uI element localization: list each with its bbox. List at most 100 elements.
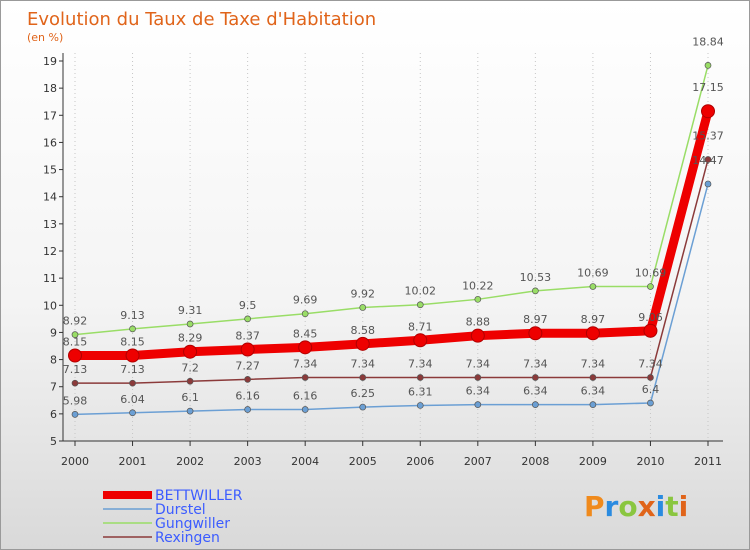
data-point	[701, 104, 715, 119]
data-label: 8.71	[408, 320, 433, 333]
x-tick-label: 2008	[521, 455, 549, 468]
data-point	[71, 379, 79, 387]
data-label: 17.15	[692, 81, 724, 94]
data-label: 6.16	[293, 390, 318, 403]
x-tick-label: 2001	[119, 455, 147, 468]
data-point	[129, 409, 136, 417]
data-point	[71, 411, 79, 418]
data-point	[704, 180, 712, 188]
data-label: 8.92	[63, 315, 88, 328]
data-point	[589, 401, 597, 408]
data-label: 9.31	[178, 304, 203, 317]
data-point	[647, 399, 654, 407]
data-point	[643, 323, 658, 338]
y-tick-label: 18	[43, 82, 57, 95]
data-label: 7.34	[293, 357, 318, 370]
legend-label-rexingen: Rexingen	[155, 530, 220, 546]
data-point	[474, 374, 482, 381]
data-point	[71, 331, 79, 338]
data-label: 6.1	[181, 391, 199, 404]
axes: 5 6 7 8 9 10 11 12 13 14 15 16 17 18 19 2000 2001 2002 200…	[43, 53, 723, 468]
data-point	[416, 301, 424, 309]
data-label: 8.97	[581, 313, 606, 326]
y-tick-label: 12	[43, 245, 57, 258]
data-label: 9.06	[638, 311, 663, 324]
data-label: 6.31	[408, 385, 433, 398]
x-tick-label: 2011	[694, 455, 722, 468]
y-tick-label: 5	[50, 435, 57, 448]
proxiti-logo: Proxiti	[584, 490, 688, 523]
data-point	[589, 283, 597, 290]
data-label: 7.34	[523, 357, 548, 370]
data-point	[186, 377, 194, 385]
data-label: 6.25	[350, 387, 375, 400]
data-label: 9.92	[350, 287, 375, 300]
x-tick-label: 2002	[176, 455, 204, 468]
data-label: 10.69	[635, 267, 667, 280]
data-point	[532, 287, 539, 295]
data-point	[301, 374, 309, 381]
chart-subtitle: (en %)	[27, 31, 63, 44]
data-point	[301, 406, 309, 413]
y-tick-label: 19	[43, 55, 57, 68]
data-label: 8.29	[178, 332, 203, 345]
data-point	[589, 374, 597, 381]
x-tick-label: 2010	[636, 455, 664, 468]
data-point	[528, 326, 543, 341]
data-point	[359, 374, 367, 381]
data-label: 10.69	[577, 267, 609, 280]
data-point	[416, 374, 424, 381]
data-label: 10.22	[462, 279, 494, 292]
data-label: 6.34	[466, 385, 491, 398]
data-label: 5.98	[63, 394, 88, 407]
y-tick-label: 8	[50, 354, 57, 367]
data-point	[186, 320, 194, 328]
data-point	[647, 374, 654, 381]
data-point	[704, 156, 712, 163]
data-label: 6.34	[581, 385, 606, 398]
x-tick-label: 2004	[291, 455, 319, 468]
data-label: 6.4	[642, 383, 660, 396]
data-point	[474, 295, 482, 303]
legend-label-bettwiller: BETTWILLER	[155, 488, 243, 504]
data-label: 10.02	[405, 285, 437, 298]
data-label: 8.45	[293, 327, 318, 340]
series-line-bettwiller	[70, 106, 713, 360]
data-labels: 8.15 8.15 8.29 8.37 8.45 8.58 8.71 8.88 8.97 8.97…	[63, 35, 724, 407]
data-point	[413, 333, 428, 348]
data-point	[355, 336, 370, 351]
data-point	[532, 401, 539, 408]
data-point	[704, 61, 712, 69]
data-label: 7.13	[63, 363, 88, 376]
y-tick-label: 13	[43, 218, 57, 231]
data-label: 18.84	[692, 35, 724, 48]
data-label: 6.04	[120, 393, 145, 406]
data-label: 9.13	[120, 309, 145, 322]
chart-title: Evolution du Taux de Taxe d'Habitation	[27, 9, 376, 30]
data-point	[474, 401, 482, 408]
data-point	[244, 376, 251, 383]
series-group	[68, 61, 715, 418]
data-point	[359, 403, 367, 411]
data-point	[129, 379, 136, 387]
y-tick-label: 14	[43, 191, 57, 204]
data-point	[244, 315, 251, 323]
data-label: 7.34	[466, 357, 491, 370]
data-label: 10.53	[520, 271, 552, 284]
data-label: 9.69	[293, 294, 318, 307]
y-tick-label: 15	[43, 164, 57, 177]
x-tick-label: 2005	[349, 455, 377, 468]
data-label: 7.34	[350, 357, 375, 370]
data-point	[129, 325, 136, 333]
y-tick-label: 16	[43, 136, 57, 149]
data-label: 8.97	[523, 313, 548, 326]
y-tick-label: 9	[50, 326, 57, 339]
data-label: 7.34	[408, 357, 433, 370]
data-label: 8.15	[120, 336, 145, 349]
y-tick-label: 17	[43, 109, 57, 122]
legend-label-durstel: Durstel	[155, 502, 206, 518]
y-tick-label: 7	[50, 381, 57, 394]
data-point	[359, 304, 367, 311]
x-tick-label: 2009	[579, 455, 607, 468]
